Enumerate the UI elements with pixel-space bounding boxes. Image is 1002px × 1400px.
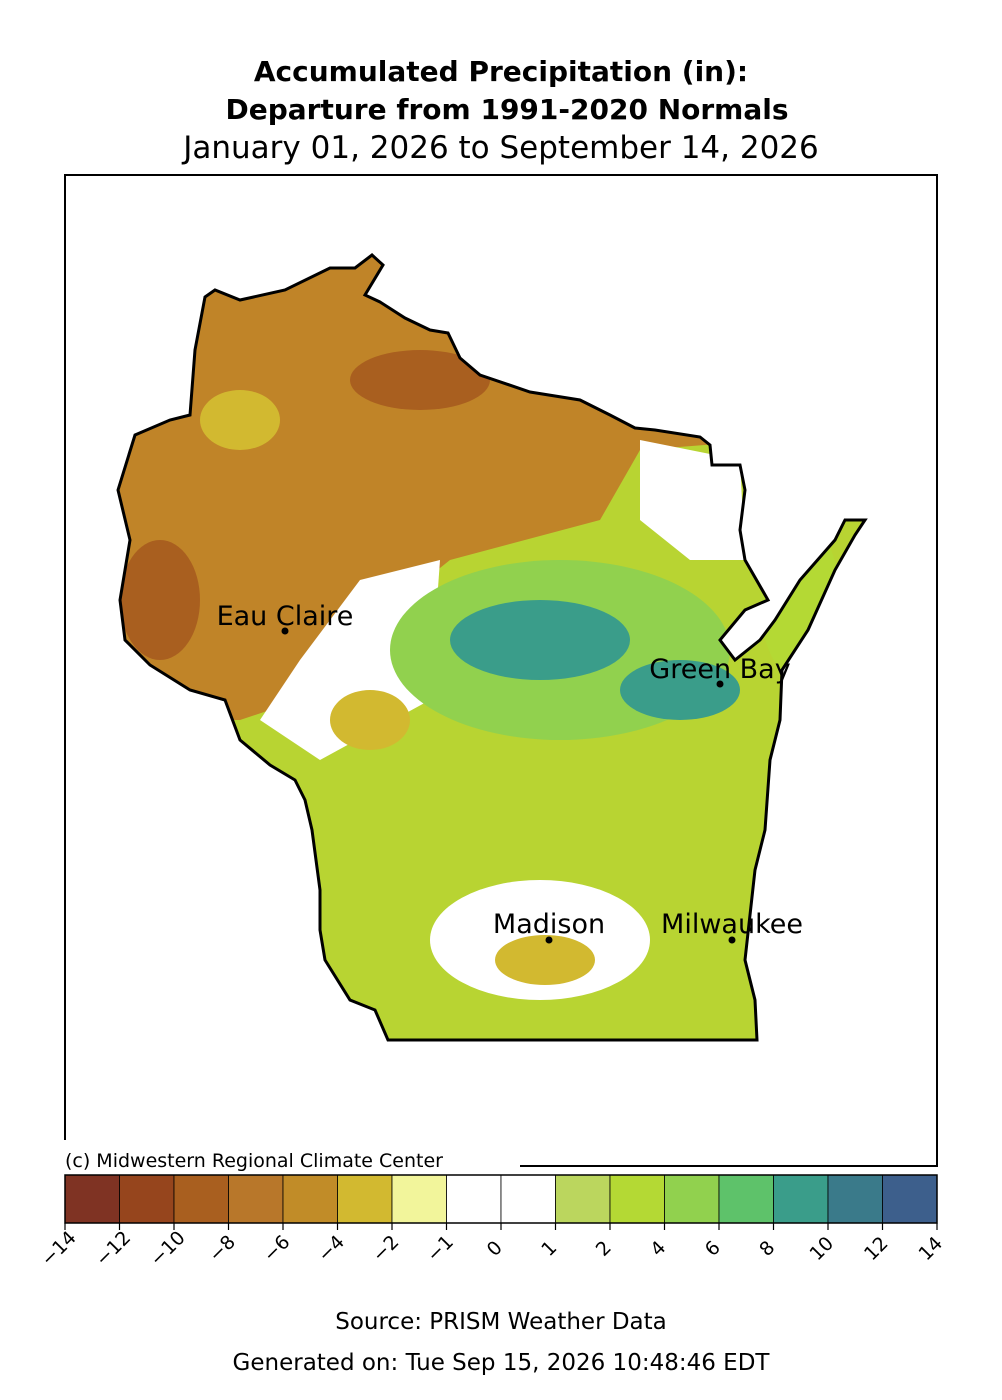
legend-swatch bbox=[827, 1174, 883, 1224]
city-label: Eau Claire bbox=[217, 601, 354, 632]
legend-swatch bbox=[337, 1174, 393, 1224]
tick-label: −10 bbox=[146, 1227, 190, 1271]
generated: Generated on: Tue Sep 15, 2026 10:48:46 … bbox=[233, 1350, 771, 1376]
tick-label: −14 bbox=[37, 1227, 81, 1271]
legend-swatch bbox=[500, 1174, 556, 1224]
legend-swatch bbox=[718, 1174, 774, 1224]
tick-label: 4 bbox=[646, 1237, 670, 1261]
city-dot bbox=[716, 680, 724, 688]
tick-label: 1 bbox=[537, 1237, 561, 1261]
title-line: Accumulated Precipitation (in): bbox=[254, 55, 748, 88]
legend-swatch bbox=[555, 1174, 611, 1224]
legend-swatch bbox=[282, 1174, 338, 1224]
title-line: Departure from 1991-2020 Normals bbox=[225, 93, 788, 126]
city-dot bbox=[545, 936, 553, 944]
tick-label: −1 bbox=[423, 1231, 458, 1266]
tick-label: 12 bbox=[860, 1232, 893, 1265]
tick-label: −6 bbox=[259, 1231, 294, 1266]
legend-swatch bbox=[773, 1174, 829, 1224]
legend-swatch bbox=[64, 1174, 120, 1224]
tick-label: 2 bbox=[592, 1237, 616, 1261]
tick-label: −8 bbox=[205, 1231, 240, 1266]
tick-label: 8 bbox=[755, 1237, 779, 1261]
city-label: Madison bbox=[493, 909, 605, 940]
legend-swatch bbox=[446, 1174, 502, 1224]
city-label: Milwaukee bbox=[661, 909, 803, 940]
legend-swatch bbox=[882, 1174, 938, 1224]
legend-swatch bbox=[609, 1174, 665, 1224]
legend-swatch bbox=[391, 1174, 447, 1224]
tick-label: 14 bbox=[914, 1232, 947, 1265]
source: Source: PRISM Weather Data bbox=[335, 1309, 667, 1335]
tick-label: 0 bbox=[483, 1237, 507, 1261]
tick-label: 6 bbox=[701, 1237, 725, 1261]
date-range: January 01, 2026 to September 14, 2026 bbox=[181, 130, 819, 166]
colorbar: −14 −12 −10 −8 −6 −4 −2 −1 0 1 2 4 6 8 10 12 14 bbox=[37, 1174, 947, 1271]
tick-label: −4 bbox=[314, 1231, 349, 1266]
legend-swatch bbox=[228, 1174, 284, 1224]
city-dot bbox=[281, 627, 289, 635]
city-dot bbox=[728, 936, 736, 944]
tick-label: −12 bbox=[91, 1227, 135, 1271]
map-frame bbox=[64, 174, 938, 1167]
precip-map bbox=[118, 255, 865, 1040]
tick-label: −2 bbox=[368, 1231, 403, 1266]
city-label: Green Bay bbox=[649, 654, 790, 685]
tick-label: 10 bbox=[805, 1232, 838, 1265]
legend-swatch bbox=[119, 1174, 175, 1224]
legend-swatch bbox=[664, 1174, 720, 1224]
copyright: (c) Midwestern Regional Climate Center bbox=[65, 1150, 443, 1172]
legend-swatch bbox=[173, 1174, 229, 1224]
